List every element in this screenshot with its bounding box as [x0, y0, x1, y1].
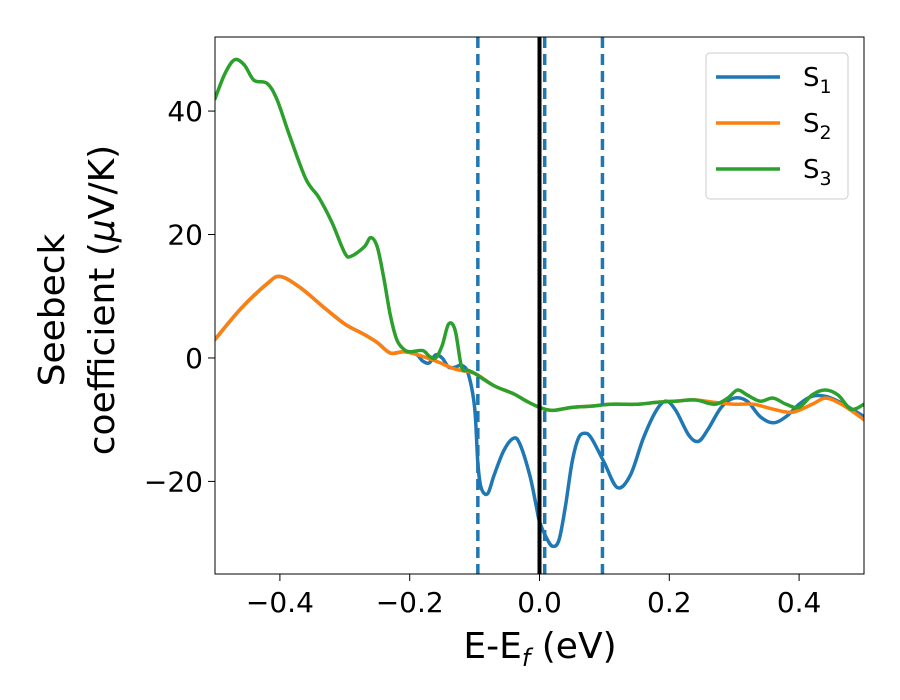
x-tick-label: 0.0	[517, 586, 562, 619]
legend-label-s3: S3	[803, 155, 832, 190]
x-tick-label: 0.4	[777, 586, 822, 619]
y-tick-label: 20	[167, 219, 203, 252]
y-axis-label-line1: Seebeck	[32, 233, 73, 386]
legend: S1 S2 S3	[705, 52, 849, 200]
y-tick-label: −20	[144, 465, 203, 498]
y-tick-label: 0	[185, 342, 203, 375]
y-tick-label: 40	[167, 95, 203, 128]
series-line-s3	[215, 57, 864, 413]
y-axis-label: Seebeck coefficient (μV/K)	[32, 145, 123, 455]
legend-label-s1: S1	[803, 63, 832, 98]
x-tick-label: −0.2	[376, 586, 444, 619]
x-tick-layer: −0.4 −0.2 0.0 0.2 0.4	[246, 574, 821, 619]
plot-area	[215, 37, 864, 574]
legend-box	[705, 52, 849, 200]
x-tick-label: −0.4	[246, 586, 314, 619]
y-axis-label-line2: coefficient (μV/K)	[82, 145, 123, 455]
x-axis-label: E-Ef (eV)	[463, 626, 616, 672]
x-tick-label: 0.2	[647, 586, 692, 619]
plot-layer	[214, 36, 865, 575]
y-tick-layer: −20 0 20 40	[144, 95, 215, 498]
legend-label-s2: S2	[803, 109, 832, 144]
